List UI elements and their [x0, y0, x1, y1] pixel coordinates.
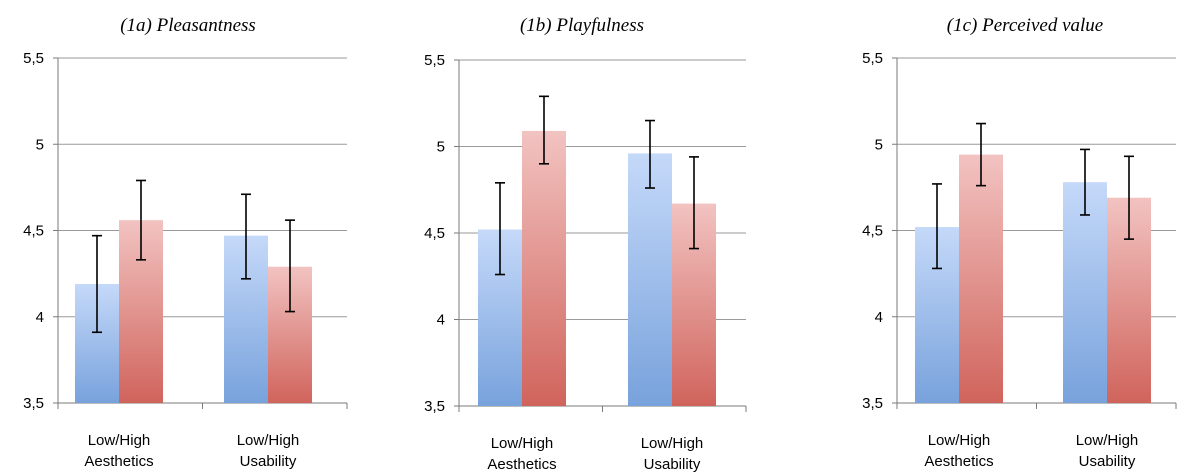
chart-title: (1a) Pleasantness	[120, 15, 256, 36]
x-category-label: Low/High	[1076, 432, 1139, 449]
y-tick-label: 5,5	[424, 52, 445, 69]
bar	[1063, 182, 1107, 403]
x-category-label: Low/High	[928, 432, 991, 449]
y-tick-label: 5,5	[862, 50, 883, 67]
x-category-label: Low/High	[88, 432, 151, 449]
y-tick-label: 4	[875, 309, 883, 326]
y-tick-label: 3,5	[23, 395, 44, 412]
x-category-label: Low/High	[641, 435, 704, 452]
y-tick-label: 5	[875, 136, 883, 153]
y-tick-label: 4	[437, 312, 445, 329]
chart-title: (1c) Perceived value	[947, 15, 1103, 36]
bar	[959, 154, 1003, 403]
x-category-label: Low/High	[491, 435, 554, 452]
y-tick-label: 5	[36, 136, 44, 153]
x-category-label: Usability	[1079, 453, 1136, 470]
x-category-label: Aesthetics	[84, 453, 153, 470]
bar	[522, 130, 566, 406]
y-tick-label: 3,5	[862, 395, 883, 412]
x-category-label: Aesthetics	[487, 456, 556, 473]
y-tick-label: 4	[36, 309, 44, 326]
chart-panel-3: (1c) Perceived value 3,5 4 4,5 5 5,5 Low/High A…	[862, 15, 1177, 470]
x-category-label: Usability	[240, 453, 297, 470]
y-tick-label: 4,5	[424, 225, 445, 242]
y-tick-label: 4,5	[23, 223, 44, 240]
bar	[628, 153, 672, 406]
x-category-label: Usability	[644, 456, 701, 473]
y-tick-label: 5	[437, 139, 445, 156]
chart-panel-2: (1b) Playfulness 3,5 4 4,5 5 5,5 Low/High Aesth…	[424, 15, 747, 473]
y-tick-label: 5,5	[23, 50, 44, 67]
chart-title: (1b) Playfulness	[520, 15, 644, 36]
chart-panel-1: (1a) Pleasantness 3,5 4 4,5 5 5,5 Low/High Aest…	[23, 15, 348, 470]
y-tick-label: 4,5	[862, 223, 883, 240]
x-category-label: Aesthetics	[924, 453, 993, 470]
y-tick-label: 3,5	[424, 398, 445, 415]
x-category-label: Low/High	[237, 432, 300, 449]
